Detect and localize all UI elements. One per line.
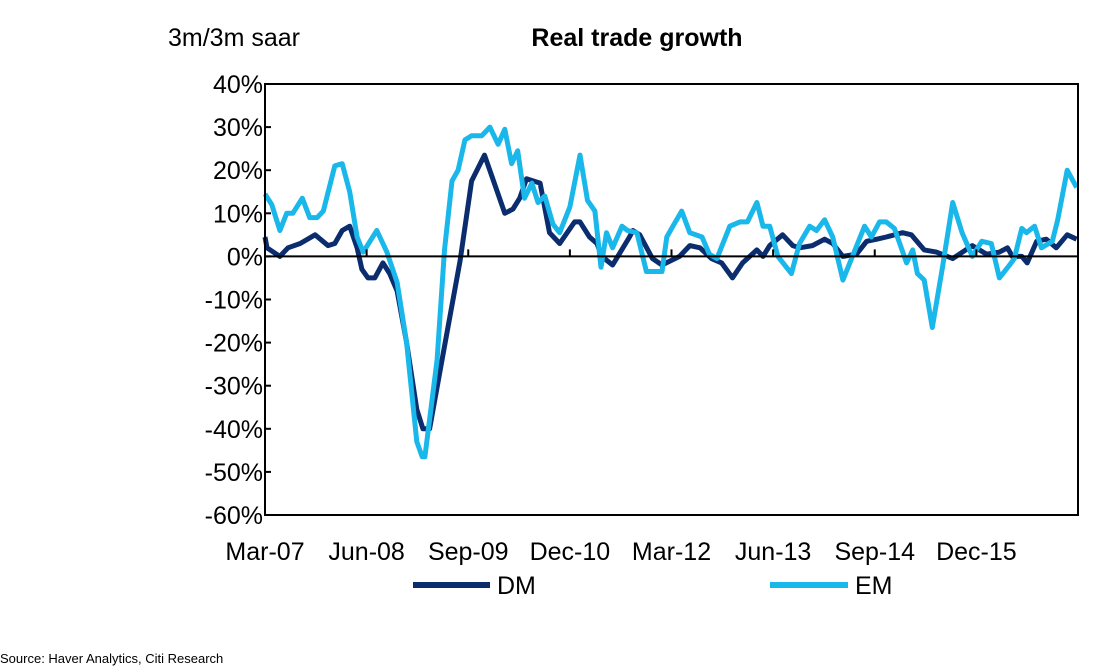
y-tick-label: -20%: [205, 330, 263, 358]
y-axis-label: 3m/3m saar: [168, 24, 300, 52]
source-note: Source: Haver Analytics, Citi Research: [0, 651, 223, 666]
legend-em-label: EM: [855, 572, 893, 600]
x-tick-label: Jun-13: [735, 538, 811, 566]
y-tick-label: 0%: [227, 243, 263, 271]
y-tick-label: 20%: [213, 157, 263, 185]
y-tick-label: 40%: [213, 71, 263, 99]
x-tick-label: Jun-08: [328, 538, 404, 566]
y-tick-label: -10%: [205, 287, 263, 315]
y-tick-label: 10%: [213, 200, 263, 228]
y-tick-label: -30%: [205, 373, 263, 401]
series-line-em: [262, 124, 1079, 460]
series-line-dm: [262, 152, 1078, 432]
chart-title: Real trade growth: [531, 24, 742, 52]
y-tick-label: 30%: [213, 114, 263, 142]
plot-frame: [264, 83, 1079, 516]
x-tick-label: Mar-12: [632, 538, 711, 566]
x-tick-label: Dec-10: [530, 538, 611, 566]
y-tick-label: -40%: [205, 416, 263, 444]
x-tick-label: Mar-07: [225, 538, 304, 566]
y-tick-label: -50%: [205, 459, 263, 487]
x-tick-label: Dec-15: [936, 538, 1017, 566]
y-tick-label: -60%: [205, 502, 263, 530]
x-tick-label: Sep-09: [428, 538, 509, 566]
x-tick-label: Sep-14: [834, 538, 915, 566]
legend-dm-label: DM: [497, 572, 536, 600]
